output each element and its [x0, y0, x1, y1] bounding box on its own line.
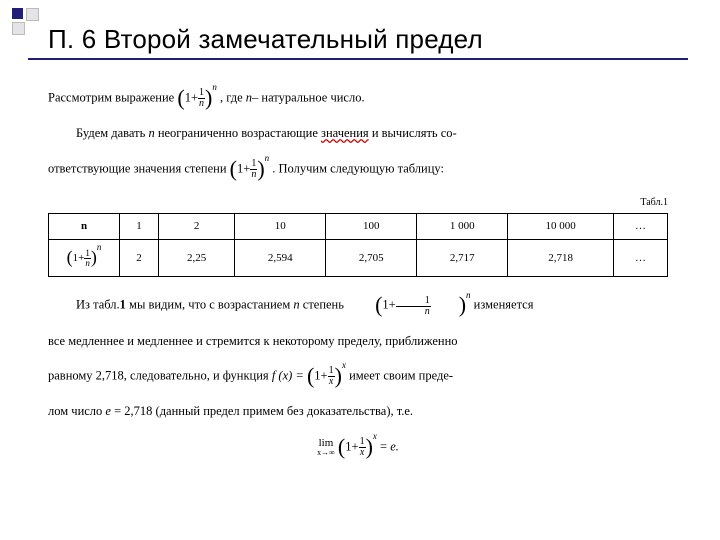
cell-7: …	[614, 239, 668, 277]
table-row-header: n 1 2 10 100 1 000 10 000 …	[49, 214, 668, 240]
p2-d: значения	[321, 126, 369, 140]
rparen-icon-3: )	[431, 286, 466, 323]
row2-head: (1+1n)n	[49, 239, 120, 277]
th-6: 10 000	[508, 214, 614, 240]
corner-bullet-light-2	[12, 22, 25, 35]
th-7: …	[614, 214, 668, 240]
title-underline	[28, 58, 688, 60]
p1-text-d: – натуральное число.	[252, 91, 365, 105]
th-3: 10	[235, 214, 326, 240]
lparen-icon-5: (	[338, 428, 345, 465]
exponent-x: x	[342, 360, 346, 370]
cell-4: 2,705	[326, 239, 417, 277]
fraction-1-over-n: 1n	[198, 88, 205, 109]
eq-sign: =	[380, 439, 390, 453]
eq-e: e.	[390, 439, 399, 453]
rparen-icon-2: )	[257, 150, 264, 187]
paragraph-6: равному 2,718, следовательно, и функция …	[48, 358, 668, 395]
p4-a: Из табл.	[76, 298, 120, 312]
th-2: 2	[159, 214, 235, 240]
one-plus-5: 1+	[345, 439, 358, 453]
corner-bullet-dark	[12, 8, 23, 19]
table-row-values: (1+1n)n 2 2,25 2,594 2,705 2,717 2,718 …	[49, 239, 668, 277]
paragraph-4: Из табл.1 мы видим, что с возрастанием n…	[48, 287, 668, 324]
fx: f (x) =	[272, 369, 307, 383]
exponent-n-3: n	[466, 290, 471, 300]
slide-content: Рассмотрим выражение (1+1n)n , где n– на…	[48, 80, 668, 466]
cell-6: 2,718	[508, 239, 614, 277]
p4-f: изменяется	[474, 298, 534, 312]
fraction-1-over-n-2: 1n	[250, 159, 257, 180]
lparen-icon-4: (	[307, 357, 314, 394]
one-plus-4: 1+	[314, 369, 327, 383]
p7-a: лом число	[48, 404, 105, 418]
exponent-n: n	[212, 82, 217, 92]
exponent-x-2: x	[373, 431, 377, 441]
th-n: n	[49, 214, 120, 240]
paragraph-1: Рассмотрим выражение (1+1n)n , где n– на…	[48, 80, 668, 117]
p6-a: равному 2,718, следовательно, и функция	[48, 369, 272, 383]
cell-1: 2	[120, 239, 159, 277]
rparen-icon-4: )	[335, 357, 342, 394]
lparen-icon-2: (	[230, 150, 237, 187]
cell-5: 2,717	[417, 239, 508, 277]
values-table: n 1 2 10 100 1 000 10 000 … (1+1n)n 2 2,…	[48, 213, 668, 277]
one-plus-2: 1+	[237, 161, 250, 175]
th-1: 1	[120, 214, 159, 240]
one-plus: 1+	[185, 91, 198, 105]
page-title: П. 6 Второй замечательный предел	[48, 24, 483, 55]
p4-c: мы видим, что с возрастанием	[126, 298, 293, 312]
p2-c: неограниченно возрастающие	[155, 126, 321, 140]
lparen-icon: (	[177, 79, 184, 116]
lim-symbol: limx→∞	[317, 438, 335, 457]
lparen-icon-3: (	[347, 286, 382, 323]
p4-e: степень	[300, 298, 347, 312]
p3-b: . Получим следующую таблицу:	[272, 161, 444, 175]
p6-b: имеет своим преде-	[349, 369, 453, 383]
p2-a: Будем давать	[76, 126, 148, 140]
p1-text-b: , где	[220, 91, 246, 105]
corner-bullet-light-1	[26, 8, 39, 21]
fraction-1-over-x-2: 1x	[359, 437, 366, 458]
p7-c: = 2,718 (данный предел примем без доказа…	[111, 404, 413, 418]
fraction-1-over-x: 1x	[328, 366, 335, 387]
equation-limit: limx→∞ (1+1x)x = e.	[48, 429, 668, 466]
paragraph-7: лом число e = 2,718 (данный предел приме…	[48, 401, 668, 422]
th-4: 100	[326, 214, 417, 240]
p3-a: ответствующие значения степени	[48, 161, 230, 175]
rparen-icon-5: )	[366, 428, 373, 465]
one-plus-3: 1+	[382, 298, 395, 312]
th-5: 1 000	[417, 214, 508, 240]
cell-3: 2,594	[235, 239, 326, 277]
p2-e: и вычислять со-	[369, 126, 457, 140]
paragraph-5: все медленнее и медленнее и стремится к …	[48, 331, 668, 352]
fraction-1-over-n-3: 1n	[396, 296, 431, 317]
table-caption: Табл.1	[48, 194, 668, 211]
paragraph-3: ответствующие значения степени (1+1n)n .…	[48, 151, 668, 188]
cell-2: 2,25	[159, 239, 235, 277]
exponent-n-2: n	[265, 153, 270, 163]
paragraph-2: Будем давать n неограниченно возрастающи…	[48, 123, 668, 144]
p1-text-a: Рассмотрим выражение	[48, 91, 177, 105]
